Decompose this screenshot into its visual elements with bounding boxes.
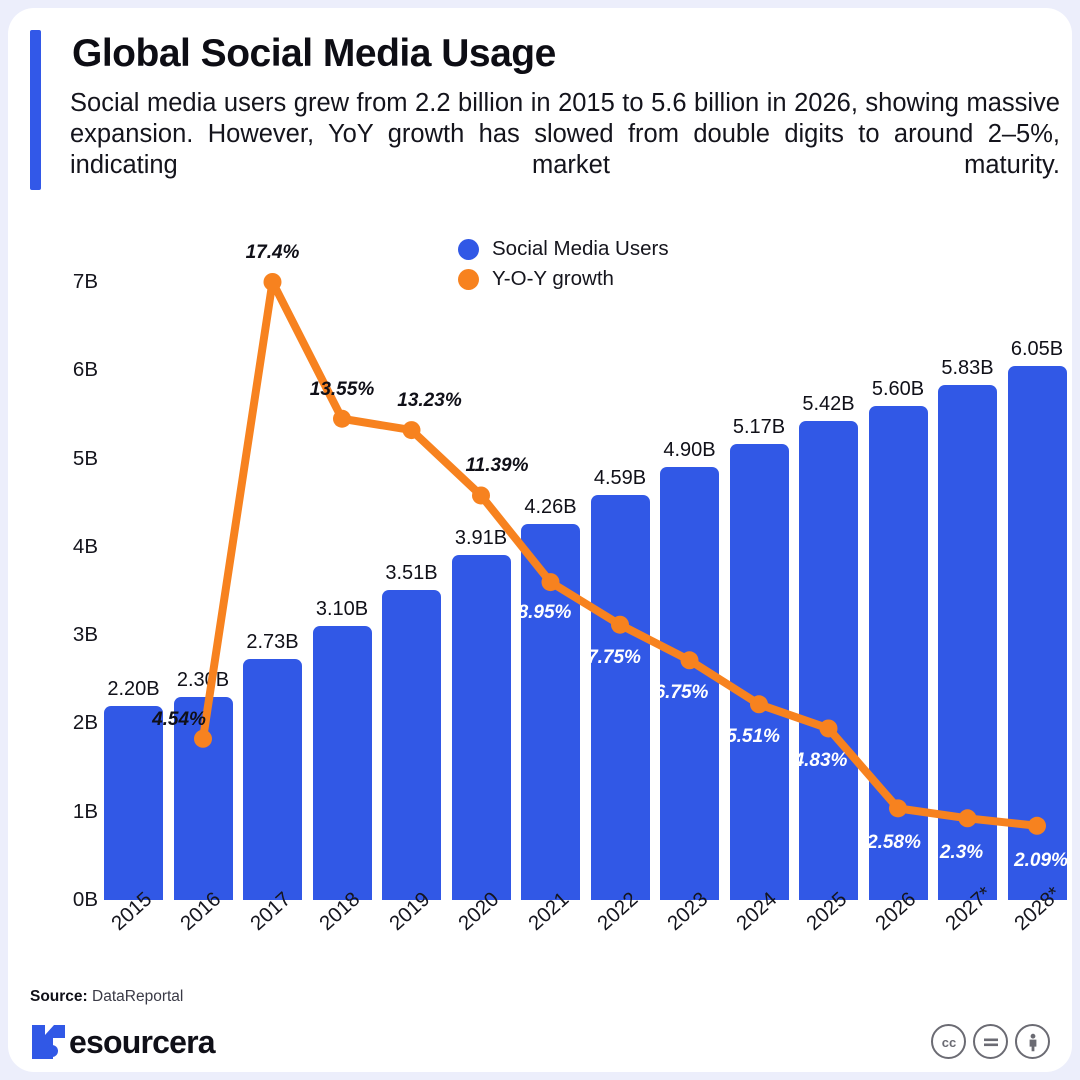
bar-2017[interactable]	[243, 658, 302, 900]
subtitle-text: Social media users grew from 2.2 billion…	[70, 89, 1060, 179]
infographic-card: Global Social Media Usage Social media u…	[8, 8, 1072, 1072]
bar-2019[interactable]	[382, 590, 441, 900]
brand-logo[interactable]: esourcera	[30, 1022, 216, 1062]
bar-2015[interactable]	[104, 705, 163, 900]
bar-2018[interactable]	[312, 626, 372, 900]
growth-value-label: 17.4%	[245, 242, 300, 263]
bar-2025[interactable]	[799, 421, 858, 900]
line-point-marker[interactable]	[472, 486, 490, 505]
bar-value-label: 5.60B	[871, 377, 925, 400]
y-axis-tick: 0B	[72, 888, 98, 911]
bar-2027*[interactable]	[938, 385, 997, 900]
growth-value-label: 4.54%	[152, 708, 206, 730]
bar-value-label: 5.83B	[941, 357, 994, 380]
no-derivatives-icon	[973, 1024, 1008, 1059]
brand-name: esourcera	[69, 1023, 216, 1060]
line-point-marker[interactable]	[333, 409, 351, 428]
combo-chart: 0B 1B 2B 3B 4B 5B 6B 7B 2.20B 2.30B 2.73B 3.10B 3.5…	[8, 8, 1072, 1072]
growth-value-label: 5.51%	[726, 726, 780, 748]
bar-value-label: 5.17B	[732, 415, 786, 438]
source-note: Source: DataReportal	[30, 988, 183, 1006]
legend-label-users: Social Media Users	[492, 237, 669, 260]
cc-icon: cc	[931, 1024, 966, 1059]
bar-value-label: 4.59B	[593, 466, 647, 489]
circle-marker-icon	[458, 238, 479, 260]
y-axis: 0B 1B 2B 3B 4B 5B 6B 7B	[28, 8, 98, 1072]
line-point-marker[interactable]	[263, 273, 282, 291]
y-axis-tick: 3B	[72, 623, 98, 647]
y-axis-tick: 5B	[72, 446, 98, 470]
growth-value-label: 2.3%	[939, 842, 984, 864]
bar-value-label: 2.30B	[176, 668, 230, 691]
y-axis-tick: 7B	[72, 270, 98, 293]
bar-2020[interactable]	[451, 554, 511, 900]
source-name: DataReportal	[92, 988, 184, 1005]
y-axis-tick: 2B	[72, 711, 98, 735]
bar-value-label: 4.26B	[524, 495, 577, 518]
bar-value-label: 2.20B	[107, 677, 160, 700]
resourcera-mark-icon	[30, 1022, 68, 1062]
growth-value-label: 7.75%	[587, 646, 641, 668]
legend-item-users[interactable]: Social Media Users	[458, 234, 669, 264]
bar-value-label: 3.10B	[315, 598, 369, 621]
page-title: Global Social Media Usage	[72, 32, 556, 75]
svg-text:cc: cc	[941, 1035, 955, 1050]
growth-value-label: 4.83%	[793, 750, 848, 772]
y-axis-tick: 6B	[72, 358, 98, 382]
bar-2026[interactable]	[868, 405, 928, 900]
bar-value-label: 3.51B	[385, 562, 438, 585]
bar-2022[interactable]	[590, 494, 650, 900]
y-axis-tick: 4B	[72, 534, 98, 558]
growth-value-label: 8.95%	[517, 602, 572, 624]
growth-value-label: 2.58%	[867, 832, 921, 854]
bar-value-label: 4.90B	[663, 439, 716, 462]
bar-2024[interactable]	[729, 443, 789, 900]
growth-value-label: 6.75%	[654, 682, 709, 704]
bar-2028*[interactable]	[1007, 365, 1067, 900]
y-axis-tick: 1B	[72, 799, 98, 823]
source-label: Source:	[30, 988, 88, 1005]
bar-value-label: 2.73B	[246, 630, 299, 653]
attribution-person-icon	[1015, 1024, 1050, 1059]
growth-value-label: 11.39%	[465, 455, 529, 477]
title-accent-bar	[30, 30, 41, 190]
growth-value-label: 13.23%	[397, 390, 462, 412]
creative-commons-badges: cc	[931, 1024, 1050, 1059]
header: Global Social Media Usage Social media u…	[8, 8, 1072, 198]
bar-2021[interactable]	[521, 523, 580, 900]
bar-value-label: 5.42B	[802, 393, 855, 416]
bar-value-label: 6.05B	[1010, 337, 1064, 360]
growth-value-label: 2.09%	[1014, 849, 1068, 871]
growth-value-label: 13.55%	[309, 378, 375, 400]
line-point-marker[interactable]	[402, 421, 421, 440]
bar-value-label: 3.91B	[454, 526, 508, 549]
